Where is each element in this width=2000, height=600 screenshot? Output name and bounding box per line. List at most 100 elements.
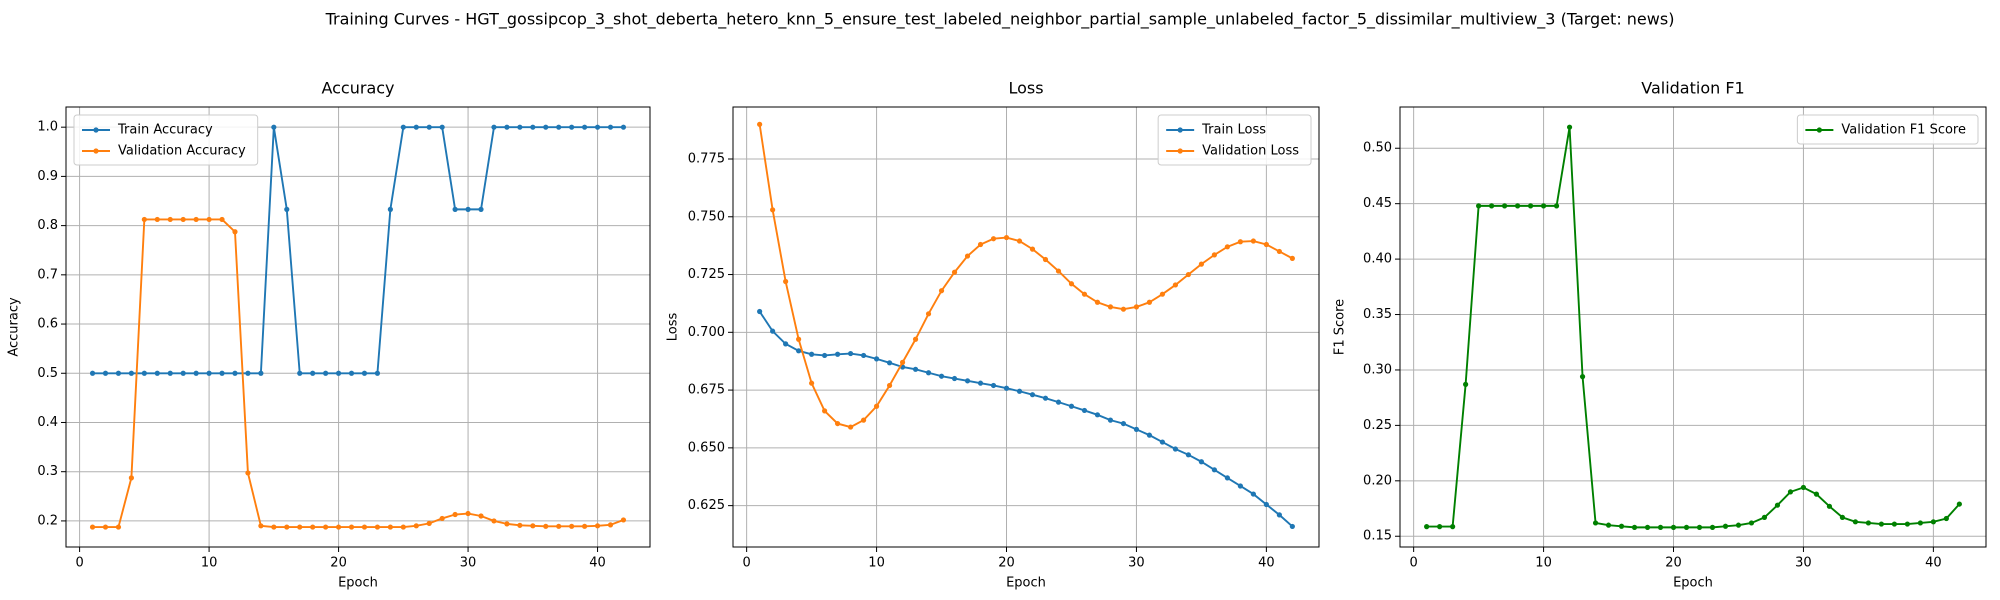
series-line: [758, 124, 1293, 429]
point-marker: [1657, 524, 1664, 530]
y-tick-label: 0.4: [37, 415, 58, 430]
point-marker: [1107, 417, 1114, 423]
point-marker: [387, 206, 393, 212]
point-marker: [102, 524, 109, 530]
point-marker: [783, 278, 789, 285]
point-marker: [258, 370, 264, 376]
point-marker: [1289, 255, 1295, 261]
series-line: [758, 310, 1293, 528]
point-marker: [1917, 520, 1923, 526]
point-marker: [1527, 203, 1534, 209]
axes-title: Accuracy: [321, 79, 394, 98]
y-tick-label: 0.50: [1363, 141, 1392, 156]
x-tick-label: 0: [75, 556, 83, 571]
point-marker: [491, 518, 497, 524]
legend-marker: [1816, 127, 1822, 133]
point-marker: [556, 124, 562, 130]
point-marker: [1250, 491, 1256, 497]
point-marker: [400, 524, 406, 530]
point-marker: [873, 356, 880, 362]
point-marker: [990, 382, 997, 389]
point-marker: [141, 370, 147, 376]
point-marker: [219, 370, 225, 376]
point-marker: [1211, 252, 1218, 258]
point-marker: [465, 510, 471, 517]
point-marker: [1631, 524, 1638, 530]
point-marker: [478, 513, 484, 519]
point-marker: [193, 370, 199, 376]
point-marker: [128, 475, 134, 481]
point-marker: [569, 523, 575, 529]
legend-box: [1157, 114, 1312, 166]
point-marker: [1029, 246, 1036, 252]
point-marker: [219, 216, 225, 223]
point-marker: [822, 408, 828, 414]
point-marker: [1878, 521, 1885, 527]
point-marker: [1276, 512, 1282, 518]
point-marker: [348, 370, 355, 376]
point-marker: [1250, 238, 1256, 244]
point-marker: [1839, 514, 1846, 521]
point-marker: [594, 124, 601, 130]
point-marker: [1042, 395, 1049, 401]
point-marker: [1476, 203, 1482, 209]
point-marker: [374, 370, 381, 376]
point-marker: [834, 351, 841, 357]
point-marker: [530, 124, 536, 130]
y-tick-label: 0.725: [688, 267, 725, 282]
point-marker: [271, 124, 277, 130]
point-marker: [594, 523, 601, 529]
legend-box: [73, 114, 259, 166]
point-marker: [310, 524, 316, 530]
x-tick-label: 20: [1665, 556, 1682, 571]
point-marker: [1514, 203, 1521, 209]
point-marker: [348, 524, 355, 530]
x-tick-label: 0: [1410, 556, 1418, 571]
point-marker: [323, 524, 329, 530]
point-marker: [1450, 524, 1456, 530]
y-tick-label: 0.20: [1363, 473, 1392, 488]
point-marker: [1068, 281, 1075, 287]
axes-frame: [732, 106, 1320, 548]
point-marker: [809, 380, 815, 386]
point-marker: [297, 370, 303, 376]
point-marker: [167, 370, 173, 376]
point-marker: [847, 350, 854, 357]
point-marker: [860, 417, 867, 423]
point-marker: [1198, 261, 1205, 267]
y-tick-label: 0.5: [37, 366, 58, 381]
point-marker: [1172, 282, 1179, 288]
y-tick-label: 0.8: [37, 218, 58, 233]
y-tick-label: 0.25: [1363, 418, 1392, 433]
point-marker: [1159, 439, 1166, 445]
point-marker: [1068, 403, 1075, 409]
point-marker: [1055, 268, 1062, 274]
point-marker: [374, 524, 381, 530]
point-marker: [452, 206, 458, 212]
legend-marker: [1177, 127, 1183, 133]
axes-title: Loss: [1008, 79, 1043, 98]
point-marker: [964, 253, 971, 259]
x-tick-label: 10: [1535, 556, 1552, 571]
legend: Train Loss Validation Loss: [1157, 114, 1312, 166]
y-tick-label: 0.35: [1363, 307, 1392, 322]
point-marker: [1683, 524, 1690, 530]
point-marker: [1185, 271, 1192, 278]
point-marker: [1146, 299, 1153, 305]
point-marker: [977, 380, 984, 386]
y-axis-label: Accuracy: [7, 297, 22, 357]
point-marker: [1696, 524, 1703, 530]
legend-label: Validation Loss: [1202, 144, 1299, 159]
point-marker: [517, 124, 523, 130]
point-marker: [620, 124, 627, 130]
point-marker: [400, 124, 406, 130]
point-marker: [886, 360, 893, 366]
point-marker: [607, 124, 614, 130]
point-marker: [1566, 124, 1573, 130]
y-axis-label: F1 Score: [1333, 299, 1348, 355]
point-marker: [543, 124, 549, 130]
point-marker: [1891, 521, 1897, 527]
legend-label: Validation F1 Score: [1841, 123, 1966, 138]
point-marker: [569, 124, 575, 130]
